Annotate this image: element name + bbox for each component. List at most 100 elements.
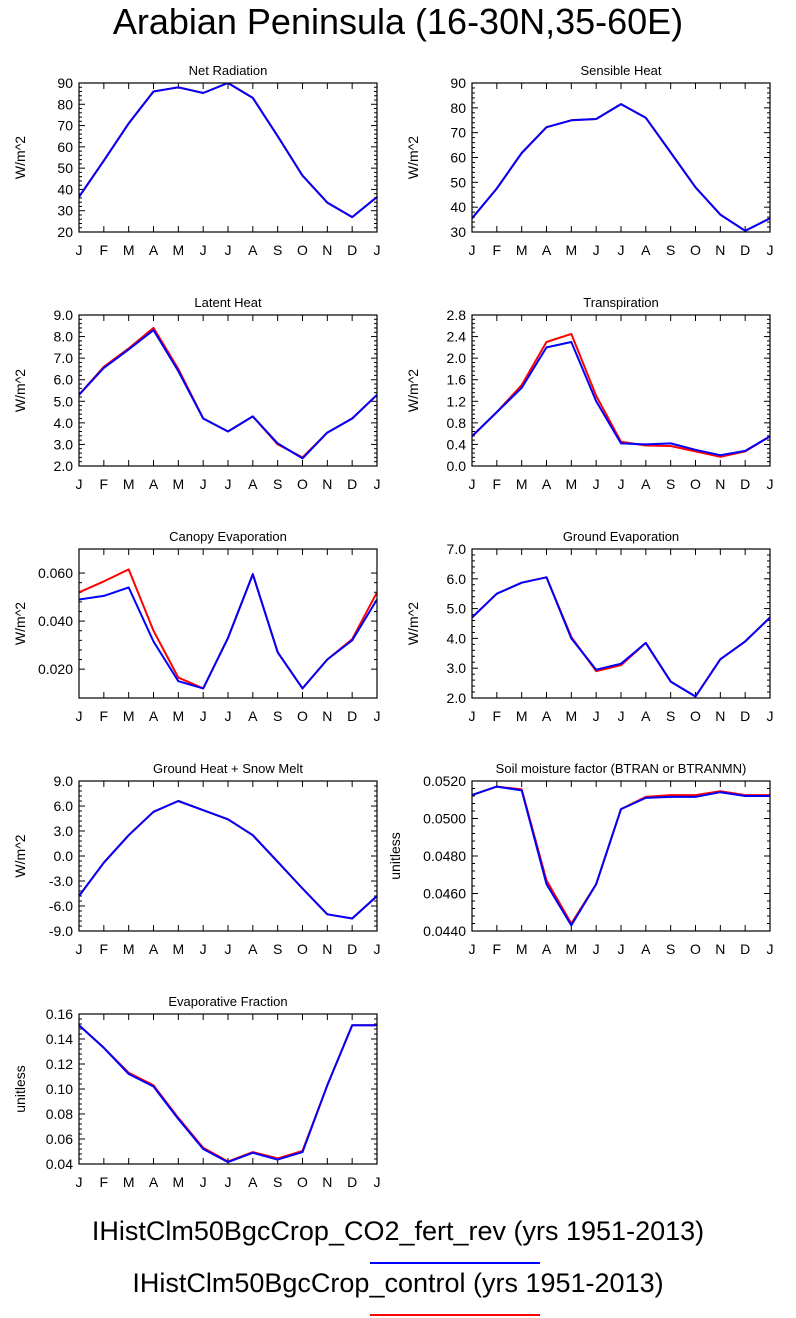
y-tick-label: 80 (57, 96, 73, 112)
y-tick-label: 0.0 (447, 458, 467, 474)
x-tick-label: F (493, 242, 502, 258)
series-line-control (472, 332, 770, 458)
x-tick-label: M (516, 941, 528, 957)
x-tick-label: M (172, 242, 184, 258)
x-tick-label: A (149, 1174, 159, 1190)
y-tick-label: 3.0 (54, 823, 74, 839)
main-title: Arabian Peninsula (16-30N,35-60E) (112, 1, 684, 42)
y-tick-label: 0.060 (38, 565, 73, 581)
y-tick-label: 30 (57, 203, 73, 219)
x-tick-label: J (225, 708, 232, 724)
x-tick-label: J (767, 242, 774, 258)
y-tick-label: -9.0 (49, 923, 73, 939)
x-tick-label: J (618, 476, 625, 492)
y-tick-label: 60 (450, 150, 466, 166)
y-tick-label: 0.0440 (423, 923, 466, 939)
x-tick-label: D (347, 1174, 357, 1190)
x-tick-label: J (593, 476, 600, 492)
x-tick-label: O (690, 941, 701, 957)
y-tick-label: 7.0 (447, 541, 467, 557)
chart-title: Ground Evaporation (563, 529, 679, 544)
y-tick-label: 0.14 (46, 1031, 73, 1047)
y-tick-label: 60 (57, 139, 73, 155)
y-axis-label: unitless (12, 1065, 28, 1112)
x-tick-label: J (374, 708, 381, 724)
x-tick-label: S (273, 242, 282, 258)
plot-frame (78, 314, 378, 467)
x-tick-label: N (715, 708, 725, 724)
x-tick-label: O (297, 242, 308, 258)
y-tick-label: 5.0 (447, 601, 467, 617)
x-tick-label: F (493, 708, 502, 724)
x-tick-label: M (123, 476, 135, 492)
series-line-co2-fert-rev (472, 785, 770, 927)
y-tick-label: 0.8 (447, 415, 467, 431)
plot-frame (78, 82, 378, 233)
x-tick-label: A (542, 242, 552, 258)
x-tick-label: F (100, 476, 109, 492)
x-tick-label: M (172, 1174, 184, 1190)
series-line-control (79, 326, 377, 459)
y-tick-label: 8.0 (54, 329, 74, 345)
x-tick-label: J (618, 708, 625, 724)
series-line-control (79, 568, 377, 690)
x-tick-label: J (469, 476, 476, 492)
chart-title: Sensible Heat (581, 63, 662, 78)
y-tick-label: 0.16 (46, 1006, 73, 1022)
y-tick-label: 90 (450, 75, 466, 91)
x-tick-label: A (248, 476, 258, 492)
series-line-co2-fert-rev (79, 329, 377, 460)
y-tick-label: 0.10 (46, 1081, 73, 1097)
y-axis-label: W/m^2 (405, 602, 421, 645)
x-tick-label: O (297, 941, 308, 957)
x-tick-label: A (641, 941, 651, 957)
y-tick-label: 9.0 (54, 773, 74, 789)
series-line-co2-fert-rev (79, 800, 377, 920)
y-tick-label: 90 (57, 75, 73, 91)
series-line-control (79, 83, 377, 219)
x-tick-label: O (297, 1174, 308, 1190)
y-tick-label: 0.0480 (423, 848, 466, 864)
x-tick-label: A (542, 708, 552, 724)
x-tick-label: M (565, 941, 577, 957)
x-tick-label: J (200, 476, 207, 492)
series-line-co2-fert-rev (79, 83, 377, 219)
x-tick-label: S (666, 708, 675, 724)
y-tick-label: 0.0500 (423, 811, 466, 827)
y-axis-label: W/m^2 (405, 369, 421, 412)
y-tick-label: 6.0 (54, 798, 74, 814)
y-tick-label: 5.0 (54, 393, 74, 409)
chart-title: Ground Heat + Snow Melt (153, 761, 303, 776)
x-tick-label: A (149, 941, 159, 957)
x-tick-label: S (666, 941, 675, 957)
x-tick-label: N (322, 708, 332, 724)
chart-title: Evaporative Fraction (168, 994, 287, 1009)
x-tick-label: M (565, 242, 577, 258)
x-tick-label: M (123, 941, 135, 957)
y-axis-label: W/m^2 (12, 834, 28, 877)
chart-title: Net Radiation (189, 63, 268, 78)
y-axis-label: unitless (387, 832, 403, 879)
x-tick-label: D (347, 941, 357, 957)
x-tick-label: D (740, 242, 750, 258)
x-tick-label: O (690, 476, 701, 492)
y-axis-label: W/m^2 (12, 602, 28, 645)
x-tick-label: A (149, 708, 159, 724)
x-tick-label: N (715, 941, 725, 957)
x-tick-label: J (469, 708, 476, 724)
y-tick-label: 0.0 (54, 848, 74, 864)
y-tick-label: 6.0 (447, 571, 467, 587)
chart-ground-heat-snow-melt: Ground Heat + Snow Melt W/m^2 -9.0 -6.0 -3.0… (12, 761, 381, 957)
x-tick-label: D (347, 242, 357, 258)
x-tick-label: M (516, 242, 528, 258)
y-tick-label: 0.0520 (423, 773, 466, 789)
x-tick-label: J (76, 242, 83, 258)
x-tick-label: F (100, 708, 109, 724)
x-tick-label: M (565, 476, 577, 492)
x-tick-label: D (740, 941, 750, 957)
x-tick-label: J (374, 476, 381, 492)
x-tick-label: A (641, 708, 651, 724)
chart-ground-evaporation: Ground Evaporation W/m^2 2.0 3.0 4.0 5.0 6.0 7.… (405, 529, 774, 724)
x-tick-label: N (322, 476, 332, 492)
x-tick-label: M (172, 708, 184, 724)
